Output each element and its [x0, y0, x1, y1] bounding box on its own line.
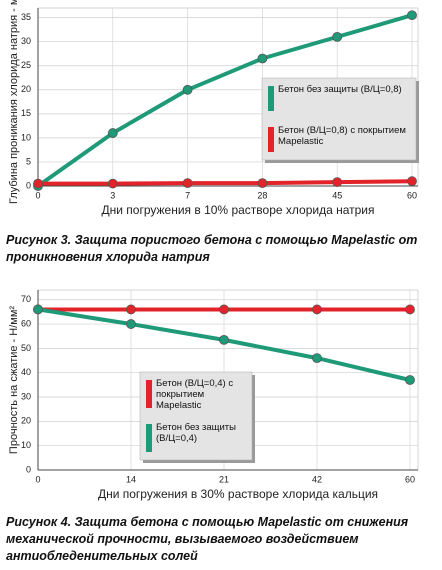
- data-point: [312, 353, 322, 364]
- x-tick-label: 21: [219, 474, 229, 484]
- y-tick-label: 60: [21, 318, 31, 328]
- x-tick-label: 7: [185, 190, 190, 200]
- x-axis-label: Дни погружения в 10% растворе хлорида на…: [102, 203, 375, 217]
- y-tick-label: 5: [26, 156, 31, 166]
- series-line: [36, 13, 413, 188]
- y-tick-label: 30: [21, 391, 31, 401]
- data-point: [182, 178, 193, 189]
- legend-entry: Бетон (В/Ц=0,4) с покрытием Mapelastic: [156, 378, 234, 411]
- x-tick-label: 14: [126, 474, 136, 484]
- legend-swatch: [268, 86, 274, 111]
- data-point: [332, 177, 343, 188]
- data-point: [257, 178, 268, 189]
- legend-label: Бетон (В/Ц=0,4) с покрытием Mapelastic: [156, 378, 234, 411]
- x-tick-label: 60: [405, 474, 415, 484]
- legend-entry: Бетон без защиты (В/Ц=0,4): [156, 422, 236, 444]
- x-tick-label: 28: [257, 190, 267, 200]
- x-axis-label: Дни погружения в 30% растворе хлорида ка…: [98, 487, 378, 501]
- y-tick-label: 40: [21, 367, 31, 377]
- legend-swatch: [268, 127, 274, 152]
- caption: Рисунок 3. Защита пористого бетона с пом…: [6, 233, 418, 264]
- legend-entry: Бетон (В/Ц=0,8) с покрытием Mapelastic: [278, 125, 406, 147]
- y-tick-label: 10: [21, 440, 31, 450]
- y-tick-label: 20: [21, 416, 31, 426]
- data-point: [219, 304, 229, 315]
- y-tick-label: 0: [26, 180, 31, 190]
- legend-swatch: [146, 380, 152, 408]
- data-point: [405, 304, 415, 315]
- data-point: [107, 128, 118, 138]
- y-tick-label: 50: [21, 343, 31, 353]
- legend-box: [261, 77, 417, 161]
- legend-box: [139, 371, 253, 461]
- y-tick-label: 10: [21, 132, 31, 142]
- data-point: [257, 53, 268, 64]
- data-point: [219, 334, 229, 345]
- x-tick-label: 3: [110, 190, 115, 200]
- x-tick-label: 60: [407, 190, 417, 200]
- data-point: [182, 84, 193, 95]
- y-axis-label: Глубина проникания хлорида натрия - мм: [8, 0, 20, 204]
- data-point: [312, 304, 322, 315]
- legend-label: Бетон (В/Ц=0,8) с покрытием Mapelastic: [278, 125, 406, 147]
- y-tick-label: 25: [21, 60, 31, 70]
- legend-swatch: [146, 424, 152, 452]
- y-tick-label: 35: [21, 12, 31, 22]
- data-point: [407, 10, 417, 21]
- x-tick-label: 45: [332, 190, 342, 200]
- y-axis-label: Прочность на сжатие - Н/мм²: [8, 306, 20, 454]
- data-point: [405, 375, 415, 385]
- y-tick-label: 70: [21, 294, 31, 304]
- data-point: [126, 304, 136, 315]
- y-tick-label: 30: [21, 36, 31, 46]
- series-line: [38, 179, 413, 186]
- charts: 0 5 10 15 20 25 30 35 0 3 7 28 45 60 Дни погружения в …: [8, 0, 419, 501]
- data-point: [33, 178, 43, 189]
- data-point: [126, 319, 136, 329]
- legend-label: Бетон без защиты (В/Ц=0,4): [156, 422, 236, 444]
- legend-entry: Бетон без защиты (В/Ц=0,8): [278, 84, 402, 95]
- y-tick-label: 15: [21, 108, 31, 118]
- x-tick-label: 0: [35, 474, 40, 484]
- data-point: [407, 176, 417, 187]
- y-tick-label: 20: [21, 84, 31, 94]
- data-point: [332, 31, 343, 42]
- x-tick-label: 42: [312, 474, 322, 484]
- y-tick-label: 0: [26, 464, 31, 474]
- caption: Рисунок 4. Защита бетона с помощью Mapel…: [6, 515, 409, 563]
- x-tick-label: 0: [35, 190, 40, 200]
- legend-label: Бетон без защиты (В/Ц=0,8): [278, 84, 402, 95]
- data-point: [107, 178, 118, 189]
- data-point: [33, 304, 43, 315]
